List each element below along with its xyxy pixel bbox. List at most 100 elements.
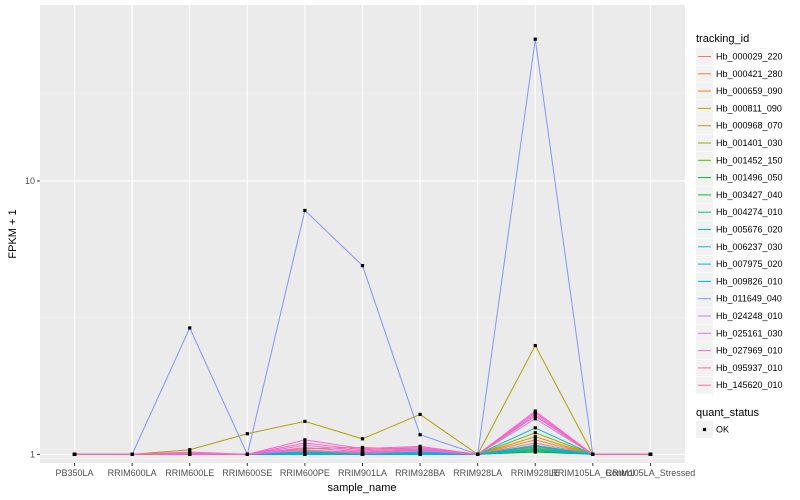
data-point-Hb_000029_220 — [533, 441, 537, 445]
legend-label: Hb_145620_010 — [716, 380, 783, 390]
grid-lines — [40, 5, 685, 463]
data-point-Hb_145620_010 — [303, 441, 307, 445]
data-point-Hb_024248_010 — [303, 448, 307, 452]
data-point-Hb_001401_030 — [533, 431, 537, 435]
data-point-Hb_027969_010 — [303, 438, 307, 442]
data-point-Hb_011649_040 — [303, 208, 307, 213]
x-axis: PB350LA RRIM600LA RRIM600LE RRIM600SE RRIM60… — [56, 463, 696, 478]
data-point-Hb_145620_010 — [72, 452, 77, 456]
legend-label: Hb_000659_090 — [716, 86, 783, 96]
legend-item: Hb_000421_280 — [696, 65, 783, 83]
data-point-Hb_011649_040 — [188, 326, 192, 330]
x-tick-label: PB350LA — [56, 468, 94, 478]
legend-item: Hb_005676_020 — [696, 221, 783, 238]
x-tick-label: RRIM105LA_Control — [551, 468, 634, 478]
shape-legend-title: quant_status — [696, 407, 759, 419]
legend-item: Hb_009826_010 — [696, 272, 783, 290]
data-point-Hb_007975_020 — [533, 448, 537, 452]
data-point-Hb_145620_010 — [648, 452, 653, 456]
x-tick-label: RRIM105LA_Stressed — [606, 468, 696, 478]
data-point-Hb_011649_040 — [360, 264, 365, 268]
x-tick-label: RRIM928LA — [453, 468, 502, 478]
data-point-Hb_145620_010 — [476, 452, 480, 456]
data-point-Hb_025161_030 — [303, 443, 307, 447]
legend-item: Hb_001496_050 — [696, 169, 783, 187]
data-point-Hb_000968_070 — [188, 448, 192, 452]
data-point-Hb_011649_040 — [533, 37, 537, 41]
legend-label: Hb_027969_010 — [716, 346, 783, 356]
data-point-Hb_009826_010 — [418, 451, 422, 455]
legend-label: Hb_024248_010 — [716, 311, 783, 321]
legend-title: tracking_id — [696, 33, 749, 45]
data-point-Hb_024248_010 — [533, 417, 537, 421]
legend: tracking_id Hb_000029_220Hb_000421_280Hb… — [696, 33, 783, 438]
x-tick-label: RRIM928LE — [511, 468, 560, 478]
legend-item: Hb_004274_010 — [696, 203, 783, 221]
legend-item: Hb_145620_010 — [696, 376, 783, 394]
data-point-Hb_145620_010 — [188, 452, 192, 456]
legend-item: Hb_011649_040 — [696, 290, 782, 308]
legend-label: Hb_009826_010 — [716, 276, 783, 286]
data-point-Hb_145620_010 — [245, 452, 249, 456]
shape-legend-label: OK — [716, 425, 729, 435]
legend-item: Hb_000659_090 — [696, 82, 783, 100]
data-point-Hb_027969_010 — [533, 409, 537, 413]
legend-label: Hb_095937_010 — [716, 363, 783, 373]
data-point-Hb_027969_010 — [188, 450, 192, 454]
data-point-Hb_145620_010 — [418, 445, 422, 450]
legend-item: Hb_006237_030 — [696, 238, 783, 256]
legend-item: Hb_025161_030 — [696, 324, 783, 342]
data-point-Hb_095937_010 — [360, 450, 365, 454]
legend-label: Hb_001496_050 — [716, 173, 783, 183]
data-point-Hb_006237_030 — [533, 426, 537, 430]
legend-label: Hb_001452_150 — [716, 155, 783, 165]
legend-item: Hb_000811_090 — [696, 99, 782, 117]
x-tick-label: RRIM600LE — [165, 468, 214, 478]
legend-label: Hb_000968_070 — [716, 121, 783, 131]
shape-legend-marker — [702, 427, 707, 432]
legend-item: Hb_007975_020 — [696, 255, 783, 273]
legend-items: Hb_000029_220 Hb_000421_280 Hb_000659_090 H… — [696, 48, 783, 394]
data-point-Hb_009826_010 — [303, 451, 307, 455]
legend-label: Hb_000029_220 — [716, 52, 783, 62]
data-point-Hb_000968_070 — [303, 419, 307, 424]
data-point-Hb_011649_040 — [418, 433, 422, 437]
legend-label: Hb_025161_030 — [716, 328, 783, 338]
data-point-Hb_000421_280 — [533, 438, 537, 442]
legend-label: Hb_005676_020 — [716, 225, 783, 235]
data-point-Hb_025161_030 — [533, 412, 537, 417]
data-points — [72, 37, 653, 456]
data-point-Hb_145620_010 — [533, 414, 537, 418]
legend-item: Hb_003427_040 — [696, 186, 783, 204]
data-point-Hb_095937_010 — [533, 411, 537, 415]
y-tick-label: 1 — [30, 449, 35, 459]
y-axis: 1 10 — [25, 176, 40, 459]
data-point-Hb_000968_070 — [418, 412, 422, 417]
data-point-Hb_095937_010 — [418, 448, 422, 452]
legend-label: Hb_003427_040 — [716, 190, 783, 200]
data-point-Hb_000811_090 — [533, 435, 537, 439]
legend-label: Hb_004274_010 — [716, 207, 783, 217]
x-tick-label: RRIM600LA — [108, 468, 157, 478]
legend-label: Hb_000421_280 — [716, 69, 783, 79]
x-tick-label: RRIM600PE — [280, 468, 330, 478]
data-point-Hb_000968_070 — [245, 432, 249, 436]
legend-label: Hb_011649_040 — [716, 294, 782, 304]
legend-item: Hb_095937_010 — [696, 359, 783, 377]
x-tick-label: RRIM928BA — [395, 468, 445, 478]
data-point-Hb_009826_010 — [533, 444, 537, 448]
legend-item: Hb_024248_010 — [696, 307, 783, 325]
shape-legend-items: OK — [696, 421, 729, 438]
legend-item: Hb_001452_150 — [696, 151, 783, 169]
legend-label: Hb_007975_020 — [716, 259, 783, 269]
data-point-Hb_000968_070 — [533, 343, 537, 348]
legend-label: Hb_000811_090 — [716, 103, 782, 113]
data-point-Hb_145620_010 — [130, 452, 134, 456]
data-point-Hb_095937_010 — [303, 445, 307, 450]
data-point-Hb_000968_070 — [360, 437, 365, 441]
data-point-Hb_145620_010 — [360, 448, 365, 452]
legend-item: Hb_027969_010 — [696, 342, 783, 360]
shape-legend-item: OK — [696, 421, 729, 438]
legend-item: Hb_000968_070 — [696, 117, 783, 135]
